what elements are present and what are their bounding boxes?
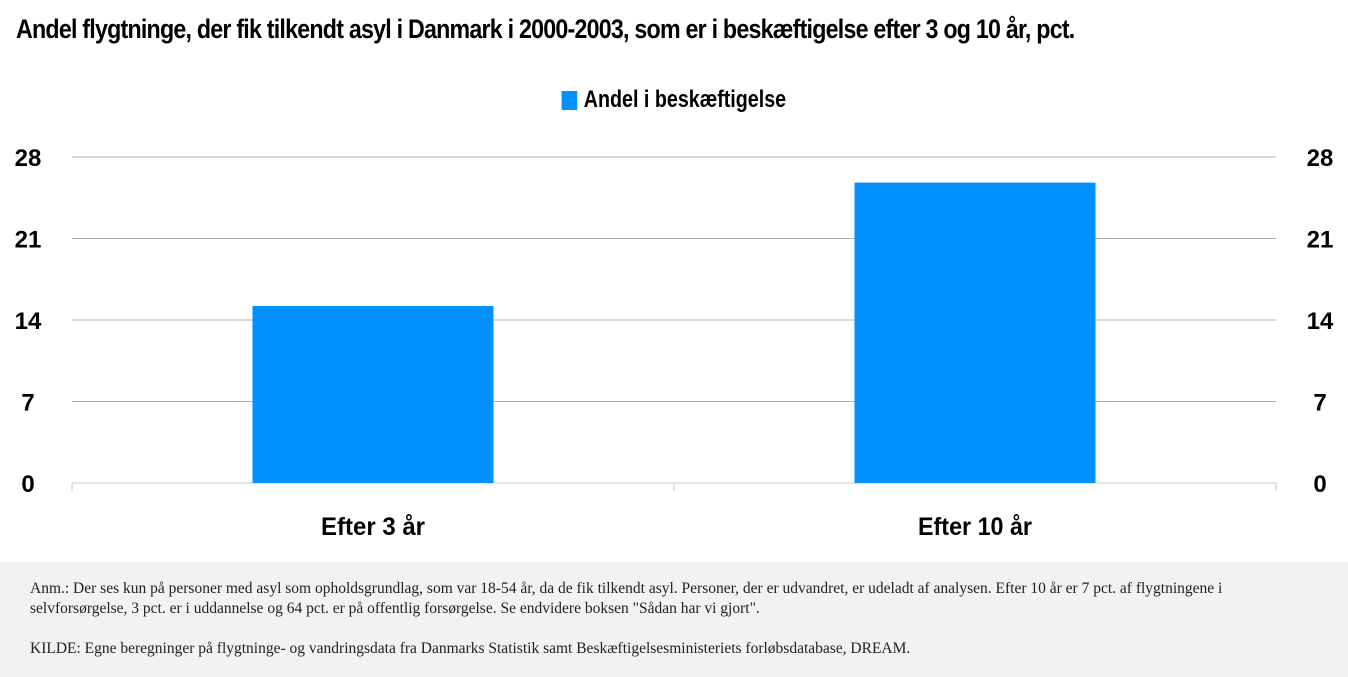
legend-label: Andel i beskæftigelse [583,86,787,113]
chart-title: Andel flygtninge, der fik tilkendt asyl … [16,14,1075,44]
y-tick-label-left: 28 [15,145,42,172]
y-tick-label-left: 0 [21,471,34,498]
source-note: KILDE: Egne beregninger på flygtninge- o… [30,640,911,657]
bar [252,306,494,483]
legend: Andel i beskæftigelse [0,86,1348,117]
footnote: Anm.: Der ses kun på personer med asyl s… [30,580,1223,617]
y-tick-label-right: 0 [1313,471,1326,498]
bar [854,182,1096,483]
legend-swatch [561,90,578,110]
chart-footer: Anm.: Der ses kun på personer med asyl s… [0,562,1348,677]
y-tick-label-left: 21 [15,227,42,254]
y-tick-label-left: 14 [15,308,42,335]
x-tick-label: Efter 10 år [918,513,1032,541]
x-tick-label: Efter 3 år [321,513,425,541]
y-tick-label-right: 28 [1307,145,1334,172]
y-tick-label-left: 7 [21,390,34,417]
bar-chart: 0 0 7 7 14 14 21 21 28 28 Efter 3 år Efter 10 år [15,145,1334,541]
y-tick-label-right: 21 [1307,227,1334,254]
y-tick-label-right: 7 [1313,390,1326,417]
y-tick-label-right: 14 [1307,308,1334,335]
